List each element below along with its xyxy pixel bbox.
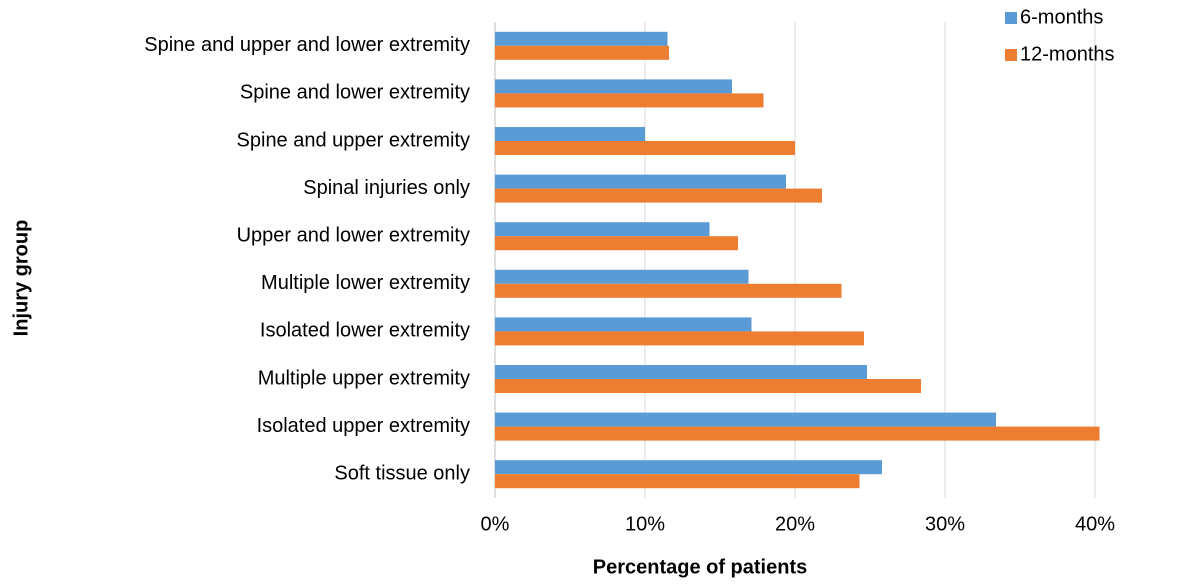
y-tick-label: Spine and upper extremity [237, 129, 470, 151]
x-tick-label: 40% [1075, 513, 1115, 535]
x-tick-label: 20% [775, 513, 815, 535]
bar [495, 379, 921, 393]
bar [495, 127, 645, 141]
y-tick-label: Spine and upper and lower extremity [144, 34, 470, 56]
bar [495, 269, 749, 284]
bar [495, 79, 732, 94]
y-tick-label: Spine and lower extremity [240, 82, 470, 104]
x-tick-label: 30% [925, 513, 965, 535]
y-tick-label: Upper and lower extremity [237, 224, 470, 246]
bar [495, 474, 860, 489]
bar [495, 331, 864, 346]
bar [495, 31, 668, 46]
bar [495, 317, 752, 332]
bar [495, 45, 669, 60]
bar [495, 93, 764, 108]
bar [495, 174, 786, 189]
bar [495, 283, 842, 298]
bar [495, 426, 1100, 441]
y-tick-label: Soft tissue only [334, 462, 470, 484]
y-tick-label: Isolated lower extremity [260, 320, 470, 342]
bar [495, 460, 882, 475]
bar [495, 141, 795, 155]
legend-label: 6-months [1020, 6, 1103, 28]
x-tick-label: 10% [625, 513, 665, 535]
x-tick-label: 0% [481, 513, 510, 535]
legend-label: 12-months [1020, 43, 1115, 65]
legend-swatch [1005, 12, 1017, 24]
bar [495, 412, 996, 427]
y-tick-label: Multiple upper extremity [258, 367, 470, 389]
legend-swatch [1005, 49, 1017, 61]
bar [495, 236, 738, 251]
y-tick-label: Multiple lower extremity [261, 272, 470, 294]
bar [495, 222, 710, 237]
y-tick-label: Spinal injuries only [303, 177, 470, 199]
y-tick-label: Isolated upper extremity [257, 415, 470, 437]
x-axis-title: Percentage of patients [593, 556, 808, 578]
bar [495, 365, 867, 379]
bar [495, 188, 822, 203]
y-axis-title: Injury group [10, 220, 32, 337]
